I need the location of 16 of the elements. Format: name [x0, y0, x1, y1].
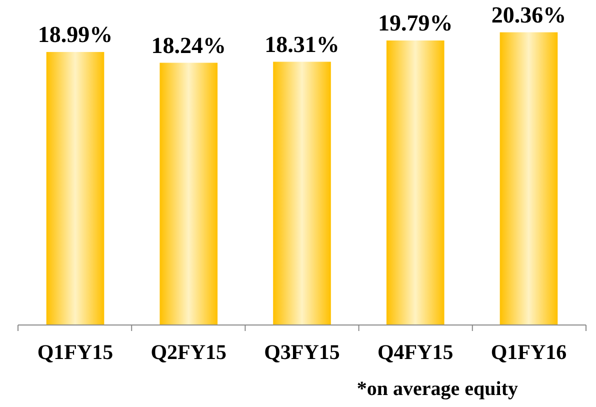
- data-label: 20.36%: [491, 2, 566, 28]
- data-label: 18.24%: [151, 32, 226, 58]
- bar: [500, 32, 558, 325]
- bar: [160, 62, 218, 325]
- data-label: 18.31%: [264, 32, 340, 57]
- x-tick-label: Q2FY15: [150, 340, 227, 364]
- bar: [46, 52, 104, 325]
- x-tick-label: Q1FY16: [490, 340, 567, 364]
- text: *on average equity: [356, 378, 518, 400]
- bar: [386, 40, 444, 325]
- data-label: 18.99%: [38, 22, 113, 47]
- x-tick-label: Q4FY15: [377, 340, 454, 364]
- x-tick-label: Q3FY15: [264, 340, 340, 364]
- x-tick-label: Q1FY15: [37, 340, 114, 364]
- bar: [273, 62, 331, 325]
- data-label: 19.79%: [378, 10, 453, 36]
